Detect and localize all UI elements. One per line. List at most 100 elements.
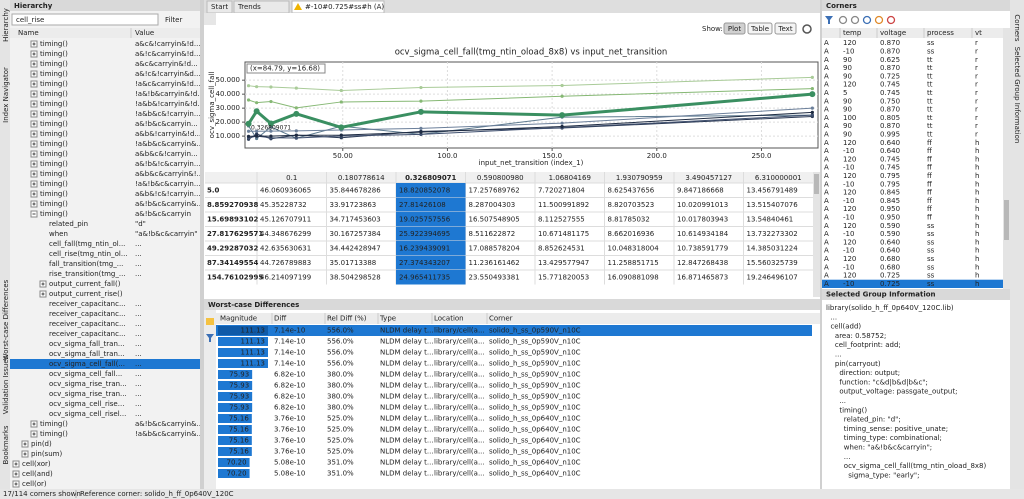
corner-cell[interactable]: 0.870 [880,39,900,47]
side-tab[interactable]: Index Navigator [2,67,10,123]
corner-cell[interactable]: h [975,189,979,197]
table-cell[interactable]: 8.662016936 [608,230,655,238]
folder-icon[interactable] [206,318,214,325]
corner-cell[interactable]: 0.750 [880,97,900,105]
corner-cell[interactable]: A [824,64,829,72]
corner-cell[interactable]: h [975,247,979,255]
corner-cell[interactable]: 90 [843,64,852,72]
table-cell[interactable]: 13.456791489 [747,186,798,194]
corner-cell[interactable]: 5 [843,89,847,97]
corner-cell[interactable]: 0.680 [880,255,900,263]
table-cell[interactable]: NLDM delay t... [380,437,434,445]
tree-label[interactable]: related_pin [49,220,88,228]
table-cell[interactable]: 46.214097199 [260,273,311,281]
corner-cell[interactable]: tt [927,131,933,139]
corner-cell[interactable]: -10 [843,263,854,271]
corner-cell[interactable]: 0.795 [880,172,900,180]
table-cell[interactable]: 46.060936065 [260,186,311,194]
corner-cell[interactable]: 0.795 [880,180,900,188]
corner-cell[interactable]: 0.950 [880,214,900,222]
table-cell[interactable]: 8.820703523 [608,201,655,209]
table-cell[interactable]: 525.0% [327,448,354,456]
table-cell[interactable]: 45.35228732 [260,201,307,209]
table-cell[interactable]: 7.14e-10 [274,327,305,335]
toggle-button[interactable] [723,22,746,35]
tree-label[interactable]: fall_transition(tmg_... [49,260,123,268]
corner-cell[interactable]: r [975,48,978,56]
corner-cell[interactable]: 0.995 [880,131,900,139]
toolbar-icon[interactable] [862,15,872,25]
corner-cell[interactable]: 0.845 [880,189,900,197]
table-cell[interactable]: 12.847268438 [677,259,728,267]
tree-label[interactable]: cell_rise(tmg_ntin_ol... [49,250,128,258]
table-cell[interactable]: 6.82e-10 [274,371,305,379]
table-cell[interactable]: NLDM delay t... [380,415,434,423]
corner-cell[interactable]: 0.680 [880,263,900,271]
table-cell[interactable]: 14.385031224 [747,244,799,252]
corner-cell[interactable]: ff [927,189,932,197]
tree-label[interactable]: ocv_sigma_fall_tran... [49,340,125,348]
corner-cell[interactable]: h [975,172,979,180]
table-cell[interactable]: NLDM delay t... [380,338,434,346]
settings-icon[interactable] [802,24,812,34]
side-tab[interactable]: Hierarchy [2,8,10,42]
tree-label[interactable]: ocv_sigma_cell_fall... [49,370,122,378]
table-cell[interactable]: 556.0% [327,360,354,368]
table-cell[interactable]: 27.374343207 [399,259,450,267]
tree-label[interactable]: timing() [40,160,68,168]
corner-cell[interactable]: h [975,280,979,288]
corner-cell[interactable]: A [824,139,829,147]
corner-cell[interactable]: h [975,155,979,163]
tree-label[interactable]: receiver_capacitanc... [49,330,126,338]
corner-cell[interactable]: 0.870 [880,48,900,56]
corner-cell[interactable]: 120 [843,155,856,163]
table-cell[interactable]: library/cell(a... [434,404,485,412]
table-cell[interactable]: 3.76e-10 [274,437,305,445]
tree-label[interactable]: output_current_rise() [49,290,123,298]
corner-cell[interactable]: A [824,205,829,213]
corner-cell[interactable]: A [824,255,829,263]
corner-cell[interactable]: 0.640 [880,147,900,155]
corner-cell[interactable]: 0.745 [880,81,900,89]
table-cell[interactable]: 351.0% [327,459,354,467]
corner-cell[interactable]: h [975,230,979,238]
table-cell[interactable]: NLDM delay t... [380,327,434,335]
corner-cell[interactable]: ss [927,48,935,56]
corner-cell[interactable]: A [824,131,829,139]
table-cell[interactable]: 38.504298528 [330,273,381,281]
corner-cell[interactable]: tt [927,106,933,114]
corner-cell[interactable]: A [824,48,829,56]
corner-cell[interactable]: 0.625 [880,56,900,64]
table-cell[interactable]: 8.852624531 [538,244,585,252]
tab-label[interactable]: #-10#0.725#ss#h (A) [305,3,384,11]
table-cell[interactable]: 42.635630631 [260,244,311,252]
table-cell[interactable]: solido_h_ss_0p590V_n10C [489,371,581,379]
tree-label[interactable]: when [49,230,68,238]
table-cell[interactable]: 16.507548905 [469,215,520,223]
table-cell[interactable]: NLDM delay t... [380,404,434,412]
corner-cell[interactable]: ss [927,263,935,271]
corner-cell[interactable]: 120 [843,238,856,246]
tree-label[interactable]: cell(and) [22,470,53,478]
corner-cell[interactable]: h [975,197,979,205]
corner-cell[interactable]: A [824,263,829,271]
table-cell[interactable]: 13.429577947 [538,259,589,267]
corner-cell[interactable]: 120 [843,139,856,147]
tree-label[interactable]: ocv_sigma_cell_fall(... [49,360,125,368]
corner-cell[interactable]: -10 [843,147,854,155]
table-cell[interactable]: 11.500991892 [538,201,589,209]
corner-cell[interactable]: r [975,81,978,89]
table-cell[interactable]: 5.08e-10 [274,459,305,467]
tree-label[interactable]: ocv_sigma_rise_tran... [49,390,127,398]
tree-label[interactable]: timing() [40,130,68,138]
tree-label[interactable]: timing() [40,140,68,148]
tab-label[interactable]: Start [211,3,228,11]
toolbar-icon[interactable] [838,15,848,25]
tree-label[interactable]: timing() [40,70,68,78]
table-cell[interactable]: 45.126707911 [260,215,311,223]
corner-cell[interactable]: r [975,122,978,130]
corner-cell[interactable]: A [824,147,829,155]
corner-cell[interactable]: 0.870 [880,64,900,72]
table-cell[interactable]: 13.54840461 [747,215,794,223]
table-cell[interactable]: 8.112527555 [538,215,585,223]
